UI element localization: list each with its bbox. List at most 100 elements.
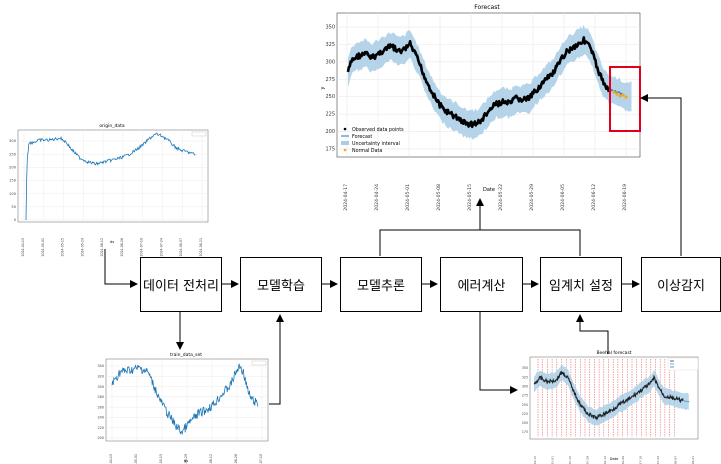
- step-detect: 이상감지: [641, 257, 721, 312]
- step-preprocess-label: 데이터 전처리: [143, 279, 219, 294]
- error-xtick: 2024-07-24: [656, 456, 660, 464]
- origin-plot-frame: [17, 129, 209, 223]
- error-ytick: 275: [522, 394, 528, 398]
- forecast-xtick: 2024-05-08: [436, 184, 442, 211]
- error-ytick: 300: [522, 384, 528, 388]
- legend-normal: Normal Data: [352, 148, 382, 154]
- forecast-normal-data: [612, 90, 628, 99]
- forecast-xticks: 2024-04-17 2024-04-24 2024-05-01 2024-05-08…: [343, 184, 628, 211]
- forecast-xtick: 2024-06-12: [591, 184, 597, 211]
- origin-chart-title: origin_data: [99, 123, 124, 129]
- error-xlabel: Date: [610, 457, 619, 461]
- origin-xtick: 2024-05-29: [80, 238, 84, 257]
- error-xtick: 2024-08-07: [673, 456, 677, 464]
- origin-data-chart: origin_data 0 50 100 150 200 250 300 2024-04-1…: [9, 123, 209, 257]
- train-xtick: 2024-06-12: [209, 454, 213, 464]
- origin-ytick: 150: [9, 179, 17, 183]
- forecast-uncertainty-band: [348, 24, 632, 140]
- origin-xtick: 2024-07-24: [159, 238, 163, 257]
- forecast-ytick: 175: [325, 147, 335, 153]
- origin-ytick: 300: [9, 139, 17, 143]
- step-train: 모델학습: [240, 257, 322, 312]
- forecast-observed-points: [346, 36, 611, 129]
- forecast-ytick: 225: [325, 112, 335, 118]
- error-xtick: 2024-05-01: [551, 456, 555, 464]
- origin-ytick: 100: [9, 192, 17, 196]
- error-ytick: 250: [522, 403, 528, 407]
- origin-ytick: 250: [9, 152, 17, 156]
- forecast-ytick: 350: [325, 25, 335, 31]
- legend-observed: Observed data points: [352, 127, 404, 133]
- forecast-ylabel: y: [320, 86, 326, 89]
- train-xlabel: ds: [184, 459, 188, 463]
- forecast-xtick: 2024-05-01: [405, 184, 411, 211]
- step-error-label: 에러계산: [457, 279, 506, 294]
- forecast-yticks: 175 200 225 250 275 300 325 350: [325, 25, 335, 153]
- error-legend: [667, 357, 699, 371]
- error-xtick: 2024-08-21: [691, 456, 695, 464]
- train-xtick: 2024-04-15: [109, 454, 113, 464]
- origin-xtick: 2024-08-07: [179, 238, 183, 257]
- train-xtick: 2024-05-29: [184, 454, 188, 464]
- origin-xtick: 2024-04-15: [21, 238, 25, 257]
- forecast-xtick: 2024-05-29: [529, 184, 535, 211]
- connectors: [104, 94, 682, 405]
- forecast-xtick: 2024-04-17: [343, 184, 349, 211]
- train-data-chart: train_data_set 200220240260280300320340 …: [98, 352, 269, 464]
- train-xtick: 2024-06-26: [234, 454, 238, 464]
- train-ytick: 260: [98, 405, 104, 409]
- forecast-plot-frame: [336, 12, 641, 158]
- step-threshold: 임계치 설정: [540, 257, 622, 312]
- forecast-ytick: 250: [325, 94, 335, 100]
- train-xtick: 2024-07-10: [259, 454, 263, 464]
- origin-xtick: 2024-06-26: [120, 238, 124, 257]
- train-ytick: 240: [98, 416, 104, 420]
- train-series-line: [111, 363, 259, 435]
- origin-series-line: [25, 132, 196, 221]
- origin-xtick: 2024-05-01: [41, 238, 45, 257]
- error-xtick: 2024-04-15: [533, 456, 537, 464]
- origin-xlabel: ds: [110, 240, 114, 244]
- forecast-xtick: 2024-05-22: [498, 184, 504, 211]
- error-ytick: 325: [522, 375, 528, 379]
- train-ytick: 300: [98, 385, 104, 389]
- error-threshold-chart: Beehal forecast 350 325 300 275 250 225 200 175…: [522, 350, 699, 464]
- error-xtick: 2024-07-10: [638, 456, 642, 464]
- train-ytick: 220: [98, 426, 104, 430]
- error-xtick: 2024-06-12: [603, 456, 607, 464]
- step-threshold-label: 임계치 설정: [549, 279, 613, 294]
- origin-ytick: 0: [14, 218, 17, 222]
- origin-ytick: 200: [9, 166, 17, 170]
- train-xtick: 2024-05-15: [159, 454, 163, 464]
- legend-uncertainty: Uncertainty interval: [352, 141, 400, 147]
- origin-xtick: 2024-06-12: [100, 238, 104, 257]
- error-ytick: 225: [522, 412, 528, 416]
- error-xtick: 2024-05-29: [586, 456, 590, 464]
- train-chart-title: train_data_set: [170, 352, 202, 358]
- origin-ytick: 50: [11, 205, 16, 209]
- origin-xtick: 2024-07-10: [140, 238, 144, 257]
- error-ytick: 350: [522, 366, 528, 370]
- error-xtick: 2024-06-26: [621, 456, 625, 464]
- forecast-xtick: 2024-04-24: [374, 184, 380, 211]
- origin-xtick: 2024-08-21: [199, 238, 203, 257]
- forecast-ytick: 325: [325, 42, 335, 48]
- forecast-ytick: 300: [325, 59, 335, 65]
- step-infer: 모델추론: [340, 257, 422, 312]
- train-ytick: 200: [98, 436, 104, 440]
- train-ytick: 280: [98, 395, 104, 399]
- forecast-xtick: 2024-05-15: [467, 184, 473, 211]
- error-chart-title: Beehal forecast: [596, 350, 631, 356]
- error-xtick: 2024-05-15: [568, 456, 572, 464]
- train-ytick: 340: [98, 364, 104, 368]
- forecast-xtick: 2024-06-05: [560, 184, 566, 211]
- legend-forecast: Forecast: [352, 134, 372, 140]
- step-preprocess: 데이터 전처리: [140, 257, 222, 312]
- step-train-label: 모델학습: [257, 279, 305, 294]
- forecast-ytick: 275: [325, 77, 335, 83]
- forecast-xtick: 2024-06-19: [622, 184, 628, 211]
- forecast-ytick: 200: [325, 129, 335, 135]
- error-ytick: 175: [522, 430, 528, 434]
- forecast-chart: Forecast 175 200 225 250 275 300 325 350 2024-0…: [320, 4, 641, 211]
